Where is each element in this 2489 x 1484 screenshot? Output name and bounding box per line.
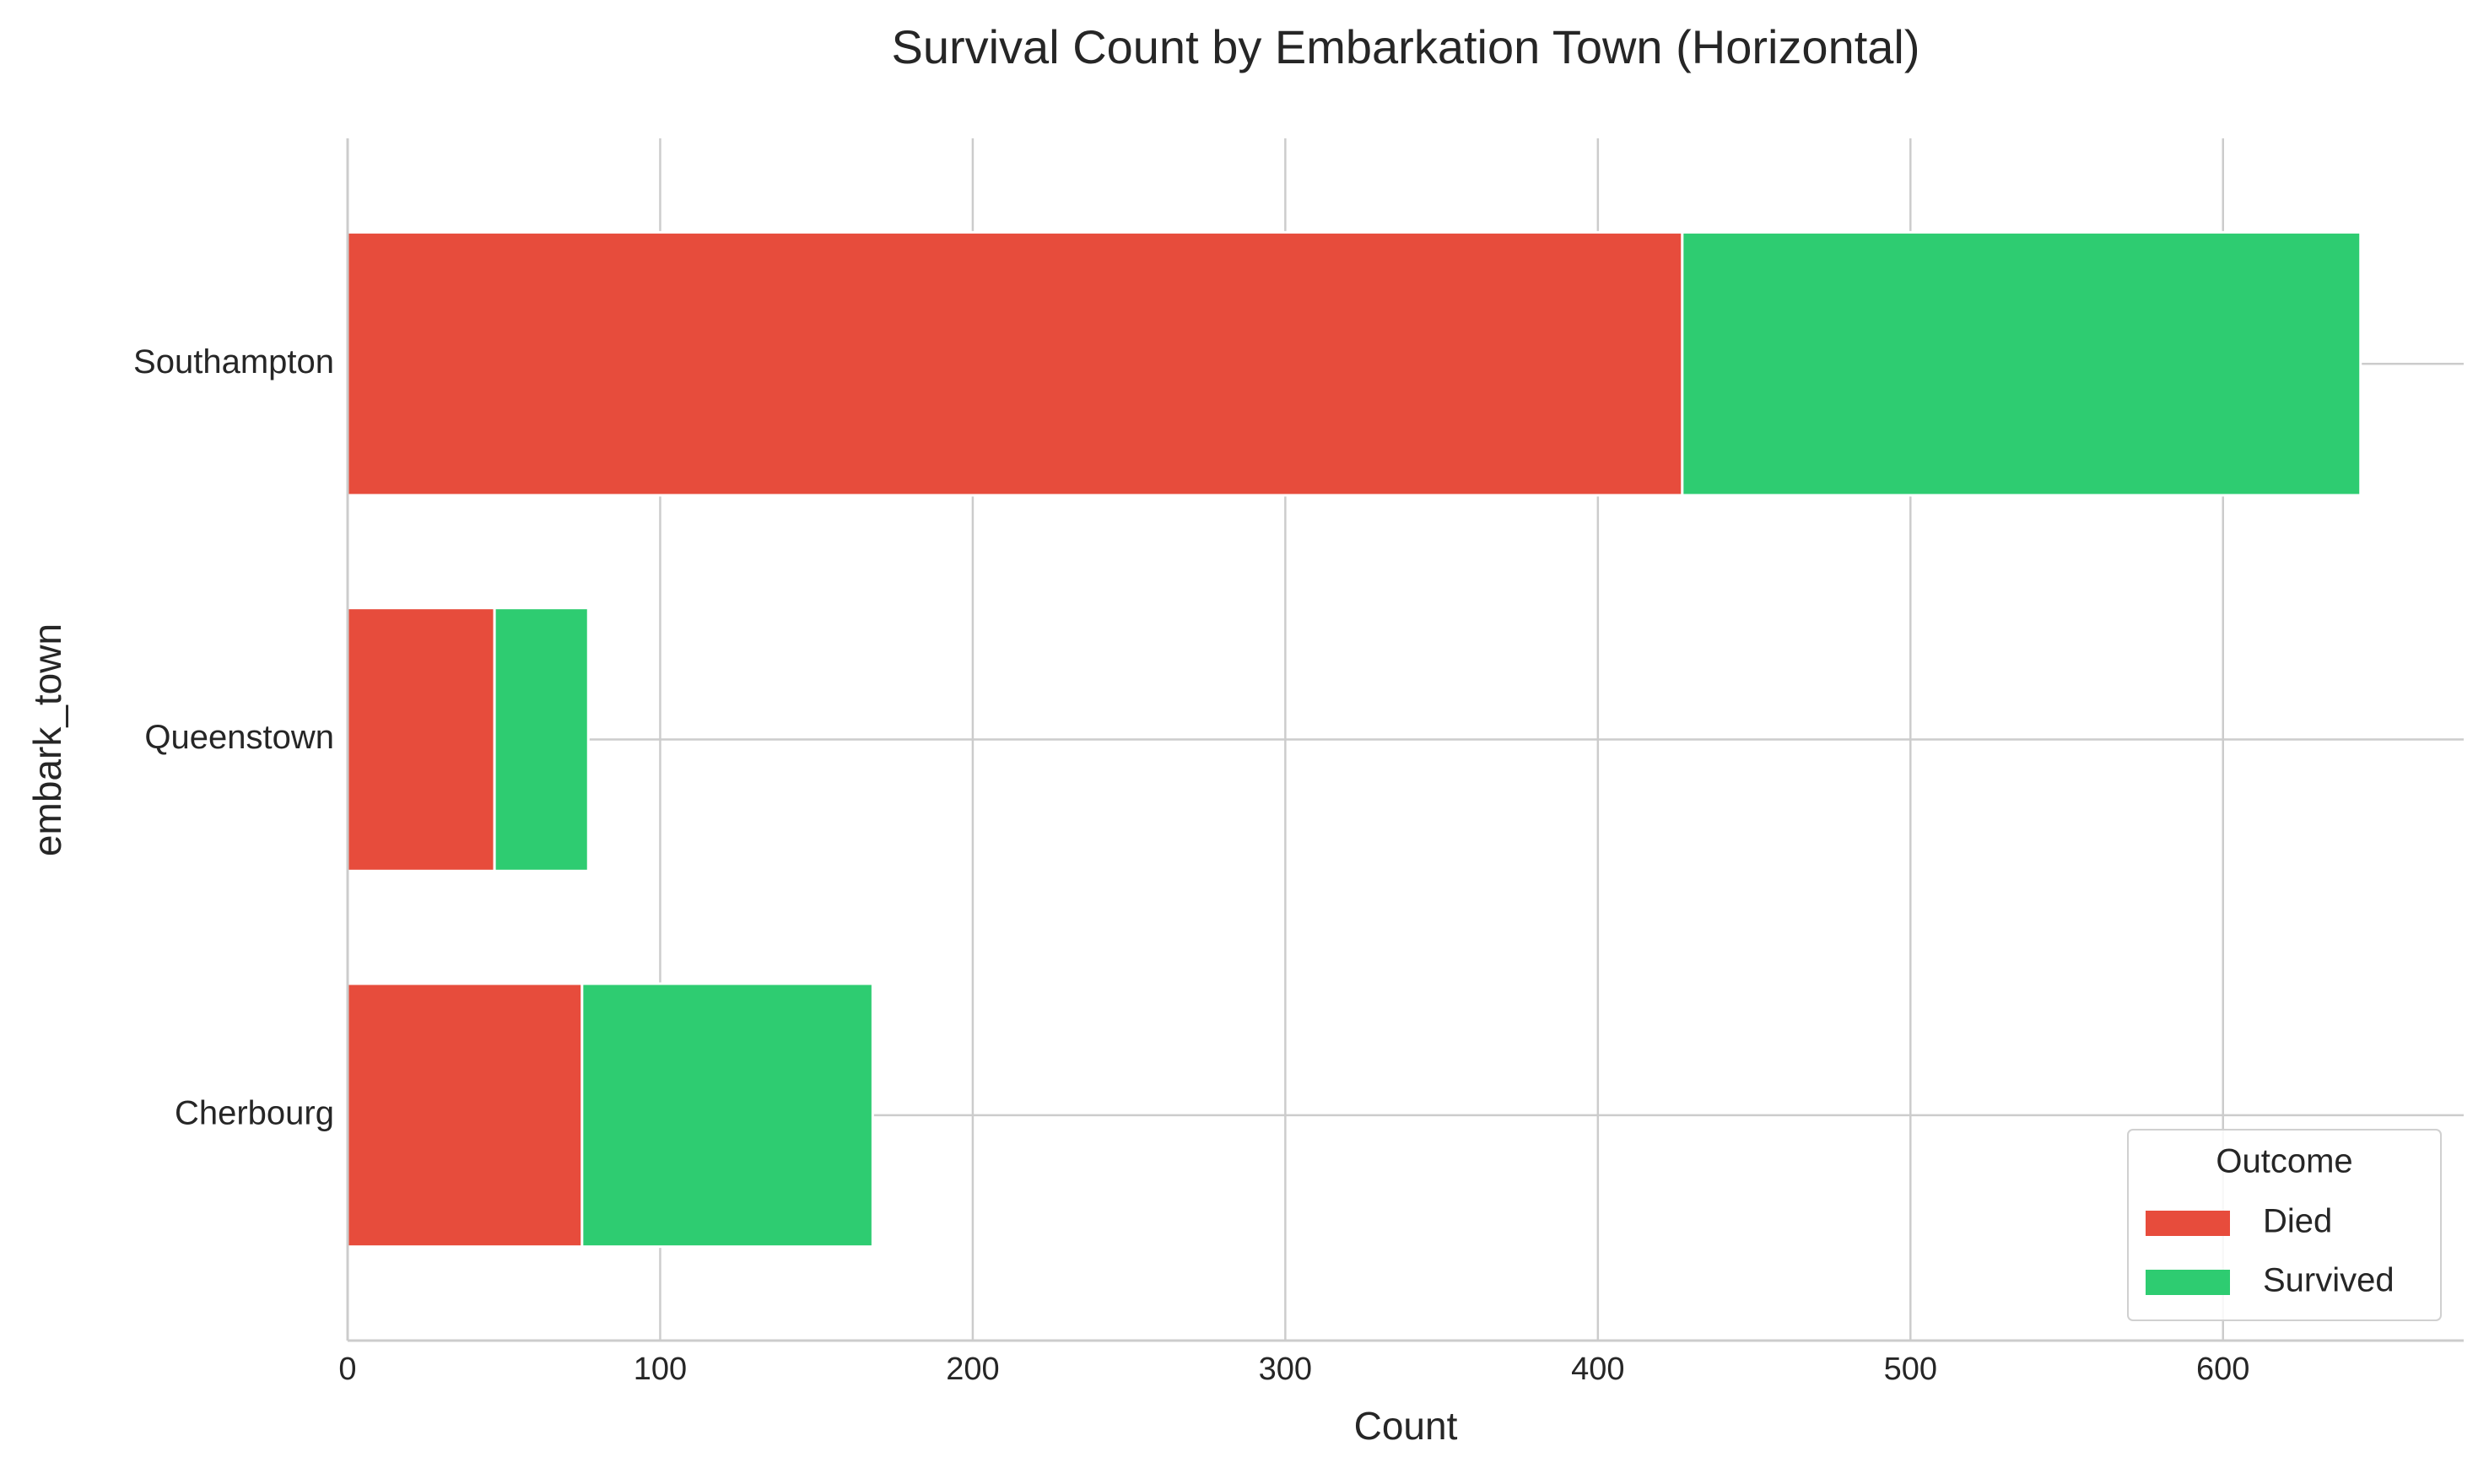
x-tick-label: 100 — [634, 1352, 687, 1387]
y-axis-label: embark_town — [25, 623, 69, 856]
legend-label: Survived — [2263, 1262, 2395, 1299]
x-tick-label: 400 — [1571, 1352, 1624, 1387]
bar-segment — [1681, 230, 2362, 497]
y-tick-label: Cherbourg — [175, 1094, 334, 1131]
x-tick-label: 200 — [946, 1352, 999, 1387]
legend-swatch — [2146, 1211, 2230, 1236]
y-tick-label: Southampton — [133, 343, 334, 380]
x-tick-label: 0 — [338, 1352, 356, 1387]
bar-segment — [346, 607, 496, 872]
y-tick-label: Queenstown — [144, 719, 334, 756]
x-tick-label: 500 — [1884, 1352, 1937, 1387]
legend-label: Died — [2263, 1203, 2332, 1240]
bar-segment — [346, 230, 1684, 497]
legend-title: Outcome — [2216, 1143, 2352, 1180]
legend-swatch — [2146, 1270, 2230, 1295]
bar-segment — [493, 607, 590, 872]
x-tick-label: 300 — [1259, 1352, 1312, 1387]
bar-segment — [580, 982, 874, 1249]
chart-title: Survival Count by Embarkation Town (Hori… — [891, 20, 1919, 73]
x-tick-label: 600 — [2196, 1352, 2249, 1387]
x-axis-label: Count — [1354, 1404, 1458, 1448]
bar-segment — [346, 982, 584, 1249]
